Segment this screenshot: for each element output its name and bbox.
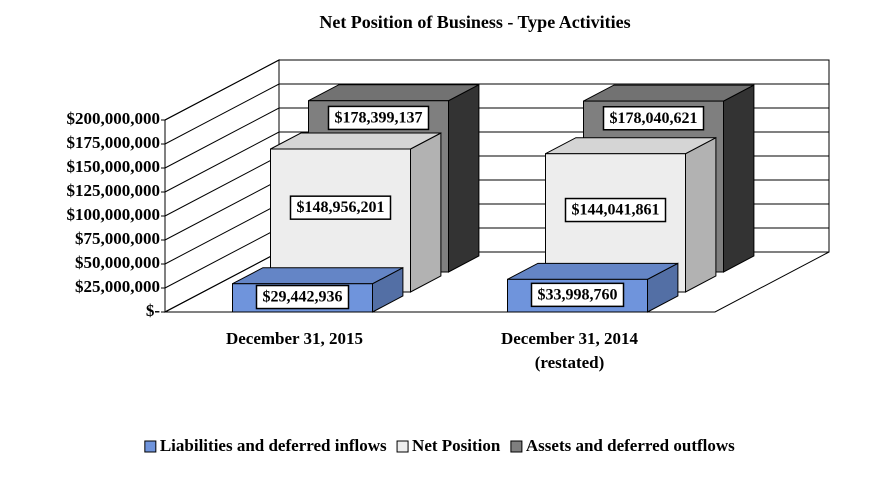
x-tick-label: (restated) — [535, 353, 605, 372]
value-label-box — [602, 106, 705, 131]
grid-line — [164, 83, 829, 145]
y-tick-label: $175,000,000 — [67, 133, 161, 152]
value-label-box — [289, 195, 392, 220]
bar-side — [723, 84, 755, 273]
y-tick-label: $25,000,000 — [75, 277, 160, 296]
x-tick-label: December 31, 2014 — [501, 329, 639, 348]
bar-top — [270, 132, 442, 150]
bar-side — [410, 132, 442, 293]
x-tick-label: December 31, 2015 — [226, 329, 363, 348]
legend-label: Net Position — [412, 436, 501, 455]
value-label: $178,399,137 — [335, 109, 423, 126]
y-tick-label: $125,000,000 — [67, 181, 161, 200]
value-label-box — [255, 284, 350, 310]
value-label-box — [530, 282, 625, 308]
value-label: $148,956,201 — [297, 199, 385, 216]
bar-top — [507, 262, 679, 280]
chart-title: Net Position of Business - Type Activiti… — [319, 12, 630, 32]
legend-swatch — [396, 440, 409, 453]
legend-swatch — [144, 440, 157, 453]
y-tick-label: $50,000,000 — [75, 253, 160, 272]
bar-top — [583, 84, 755, 102]
bar-side — [685, 136, 717, 293]
bar-top — [545, 137, 717, 155]
y-tick-label: $100,000,000 — [67, 205, 161, 224]
bar-top — [232, 267, 404, 285]
value-label: $33,998,760 — [538, 286, 618, 303]
y-tick-label: $150,000,000 — [67, 157, 161, 176]
legend-label: Liabilities and deferred inflows — [160, 436, 387, 455]
legend: Liabilities and deferred inflows Net Posi… — [144, 436, 735, 455]
legend-swatch — [510, 440, 523, 453]
value-label-box — [327, 105, 430, 131]
value-label: $144,041,861 — [572, 202, 660, 219]
bar-top — [308, 84, 480, 102]
grid-line — [164, 59, 829, 121]
value-label: $29,442,936 — [263, 289, 343, 306]
y-tick-label: $75,000,000 — [75, 229, 160, 248]
value-label: $178,040,621 — [610, 110, 698, 127]
y-tick-label: $200,000,000 — [67, 109, 161, 128]
legend-label: Assets and deferred outflows — [526, 436, 735, 455]
value-label-box — [564, 197, 667, 223]
y-tick-label: $- — [146, 301, 161, 320]
bar-side — [448, 83, 480, 273]
